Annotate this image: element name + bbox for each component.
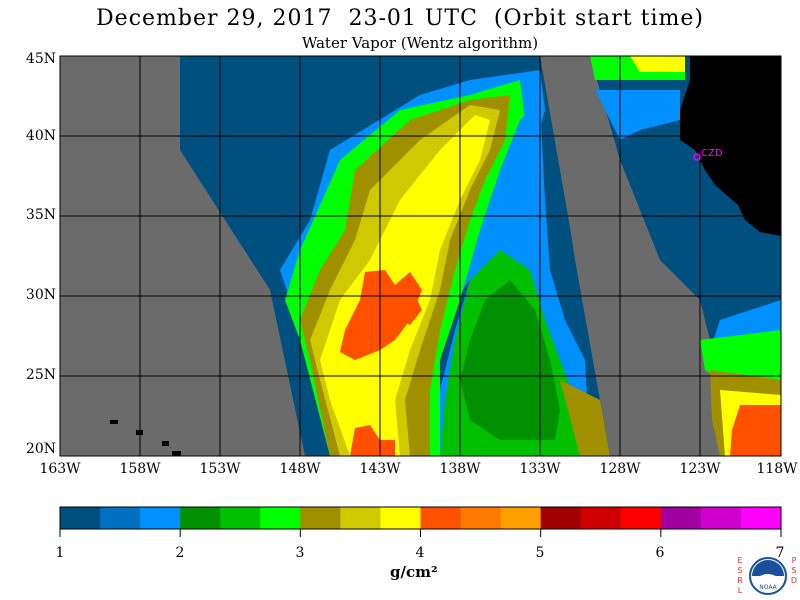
swath-east-blue — [595, 90, 680, 140]
lat-label-25n: 25N — [25, 367, 56, 383]
swath-east-edge-olive — [560, 380, 610, 456]
station-marker — [693, 153, 701, 161]
station-label: CZD — [701, 148, 723, 159]
lon-label-158w: 158W — [119, 461, 161, 477]
lat-label-30n: 30N — [25, 287, 56, 303]
map-frame — [59, 55, 782, 457]
moist-blob-east — [398, 295, 422, 325]
colorbar-tick-2: 2 — [175, 545, 185, 561]
lon-label-123w: 123W — [679, 461, 721, 477]
lon-label-148w: 148W — [279, 461, 321, 477]
lon-label-118w: 118W — [756, 461, 798, 477]
moist-core-orange — [340, 270, 422, 360]
hawaii-island-4 — [172, 451, 181, 456]
lon-label-153w: 153W — [199, 461, 241, 477]
dry-slot-dkgreen — [460, 280, 560, 440]
colorbar-tick-4: 4 — [415, 545, 425, 561]
lon-label-133w: 133W — [519, 461, 561, 477]
land-california — [680, 56, 781, 236]
map-grid — [60, 56, 781, 456]
swath-east-south-orange — [730, 405, 781, 456]
lon-label-138w: 138W — [439, 461, 481, 477]
swath-east-south-green — [700, 330, 781, 380]
lat-label-20n: 20N — [25, 441, 56, 457]
lat-label-40n: 40N — [25, 128, 56, 144]
moist-core-south — [350, 425, 395, 456]
colorbar-tick-5: 5 — [535, 545, 545, 561]
lon-label-163w: 163W — [39, 461, 81, 477]
lon-label-128w: 128W — [599, 461, 641, 477]
noaa-emblem: NOAA — [749, 557, 787, 595]
colorbar-tick-6: 6 — [655, 545, 665, 561]
hawaii-island-1 — [110, 420, 118, 424]
swath-east-yellow-top — [630, 56, 685, 72]
colorbar-tick-7: 7 — [775, 545, 785, 561]
swath-gap — [545, 56, 710, 456]
svg-text:NOAA: NOAA — [759, 584, 777, 591]
colorbar-tick-1: 1 — [55, 545, 65, 561]
colorbar-units: g/cm² — [390, 563, 438, 581]
page-subtitle: Water Vapor (Wentz algorithm) — [301, 34, 539, 52]
hawaii-island-3 — [162, 441, 169, 446]
colorbar-tick-3: 3 — [295, 545, 305, 561]
lat-label-45n: 45N — [25, 51, 56, 67]
lon-label-143w: 143W — [359, 461, 401, 477]
lat-label-35n: 35N — [25, 207, 56, 223]
page-title: December 29, 2017 23-01 UTC (Orbit start… — [96, 6, 704, 31]
